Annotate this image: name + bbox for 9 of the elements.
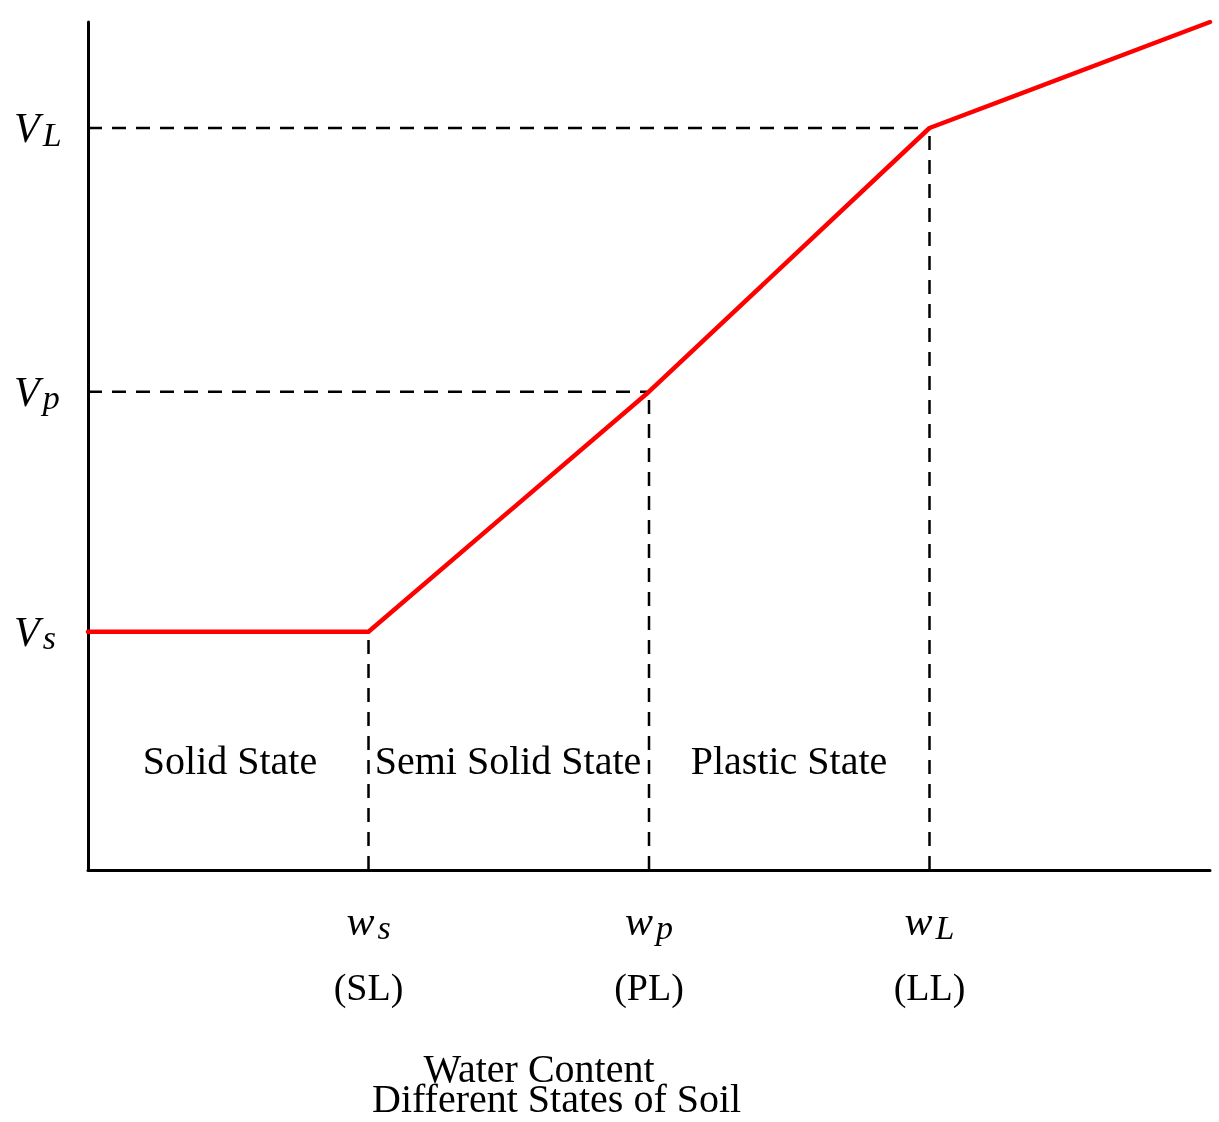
annotation: Semi Solid State <box>374 737 642 783</box>
x-tick-label: wp (PL) <box>614 898 684 1009</box>
text: Vs <box>14 608 56 657</box>
x-tick-label: ws (SL) <box>333 898 404 1009</box>
ref-line-label: Vp <box>14 368 60 417</box>
x-tick-label: wL (LL) <box>893 898 966 1009</box>
annotation: Solid State <box>142 737 318 783</box>
annotation: Plastic State <box>690 737 888 783</box>
ref-line-label: VL <box>14 105 62 153</box>
